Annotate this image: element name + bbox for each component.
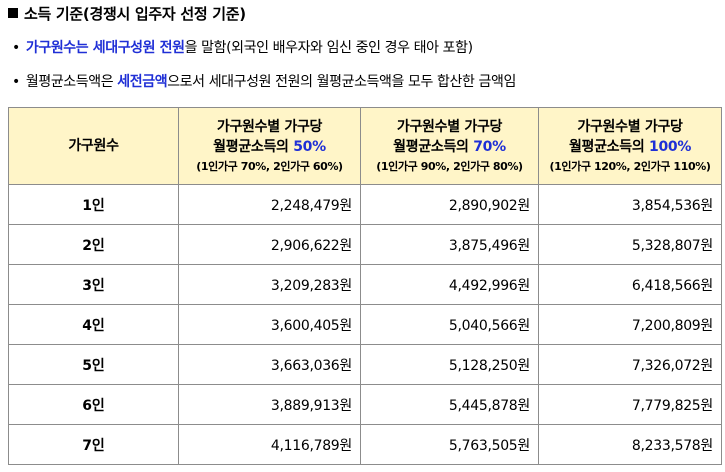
header-line1: 가구원수별 가구당 [396,118,503,135]
income-100-cell: 6,418,566원 [538,264,722,305]
income-50-cell: 3,600,405원 [178,304,361,345]
header-line2: 월평균소득의 50% [179,137,360,157]
household-size-cell: 1인 [8,184,179,225]
income-70-cell: 5,445,878원 [360,384,539,425]
income-100-cell: 8,233,578원 [538,424,722,465]
income-100-cell: 7,200,809원 [538,304,722,345]
note-income-pre: 월평균소득액은 [25,74,118,90]
header-income-70: 가구원수별 가구당 월평균소득의 70% (1인가구 90%, 2인가구 80%… [360,107,539,185]
table-row: 3인 3,209,283원 4,492,996원 6,418,566원 [8,264,722,305]
income-50-cell: 2,906,622원 [178,224,361,265]
household-size-cell: 6인 [8,384,179,425]
header-line2-text: 월평균소득의 [213,138,294,155]
income-criteria-table: 가구원수 가구원수별 가구당 월평균소득의 50% (1인가구 70%, 2인가… [8,107,722,465]
bullet-dot-icon: • [12,40,20,56]
income-100-cell: 5,328,807원 [538,224,722,265]
header-percent: 50% [293,138,326,155]
header-line1: 가구원수별 가구당 [577,118,683,135]
square-bullet-icon [8,8,18,18]
table-header-row: 가구원수 가구원수별 가구당 월평균소득의 50% (1인가구 70%, 2인가… [8,107,722,185]
header-line2-text: 월평균소득의 [393,138,474,155]
header-line2-text: 월평균소득의 [568,138,649,155]
header-percent: 70% [473,138,506,155]
note-household-members: • 가구원수는 세대구성원 전원을 말함(외국인 배우자와 임신 중인 경우 태아… [12,37,473,57]
income-70-cell: 5,763,505원 [360,424,539,465]
note-monthly-income: • 월평균소득액은 세전금액으로서 세대구성원 전원의 월평균소득액을 모두 합산… [12,71,516,91]
table-row: 2인 2,906,622원 3,875,496원 5,328,807원 [8,224,722,265]
note-household-rest: 을 말함(외국인 배우자와 임신 중인 경우 태아 포함) [184,40,473,56]
header-percent: 100% [649,138,692,155]
page-title-text: 소득 기준(경쟁시 입주자 선정 기준) [24,5,246,23]
header-income-100: 가구원수별 가구당 월평균소득의 100% (1인가구 120%, 2인가구 1… [538,107,722,185]
income-100-cell: 7,779,825원 [538,384,722,425]
household-size-cell: 5인 [8,344,179,385]
income-50-cell: 3,663,036원 [178,344,361,385]
header-line1: 가구원수별 가구당 [216,118,323,135]
table-row: 6인 3,889,913원 5,445,878원 7,779,825원 [8,384,722,425]
table-row: 1인 2,248,479원 2,890,902원 3,854,536원 [8,184,722,225]
header-sub-note: (1인가구 120%, 2인가구 110%) [549,159,711,173]
table-row: 4인 3,600,405원 5,040,566원 7,200,809원 [8,304,722,345]
note-income-rest: 으로서 세대구성원 전원의 월평균소득액을 모두 합산한 금액임 [167,74,516,90]
note-household-highlight: 가구원수는 세대구성원 전원 [25,40,185,56]
income-100-cell: 7,326,072원 [538,344,722,385]
header-household-size: 가구원수 [8,107,179,185]
household-size-cell: 3인 [8,264,179,305]
income-70-cell: 5,040,566원 [360,304,539,345]
income-70-cell: 5,128,250원 [360,344,539,385]
table-row: 7인 4,116,789원 5,763,505원 8,233,578원 [8,424,722,465]
income-70-cell: 4,492,996원 [360,264,539,305]
income-70-cell: 3,875,496원 [360,224,539,265]
income-70-cell: 2,890,902원 [360,184,539,225]
header-line2: 월평균소득의 100% [539,137,721,157]
header-income-50: 가구원수별 가구당 월평균소득의 50% (1인가구 70%, 2인가구 60%… [178,107,361,185]
household-size-cell: 2인 [8,224,179,265]
income-50-cell: 3,209,283원 [178,264,361,305]
note-income-highlight: 세전금액 [117,74,168,90]
household-size-cell: 7인 [8,424,179,465]
table-row: 5인 3,663,036원 5,128,250원 7,326,072원 [8,344,722,385]
header-sub-note: (1인가구 70%, 2인가구 60%) [196,159,343,173]
household-size-cell: 4인 [8,304,179,345]
income-100-cell: 3,854,536원 [538,184,722,225]
bullet-dot-icon: • [12,74,20,90]
header-line2: 월평균소득의 70% [361,137,538,157]
income-50-cell: 3,889,913원 [178,384,361,425]
income-50-cell: 4,116,789원 [178,424,361,465]
page-title: 소득 기준(경쟁시 입주자 선정 기준) [8,3,246,24]
header-sub-note: (1인가구 90%, 2인가구 80%) [376,159,523,173]
income-50-cell: 2,248,479원 [178,184,361,225]
